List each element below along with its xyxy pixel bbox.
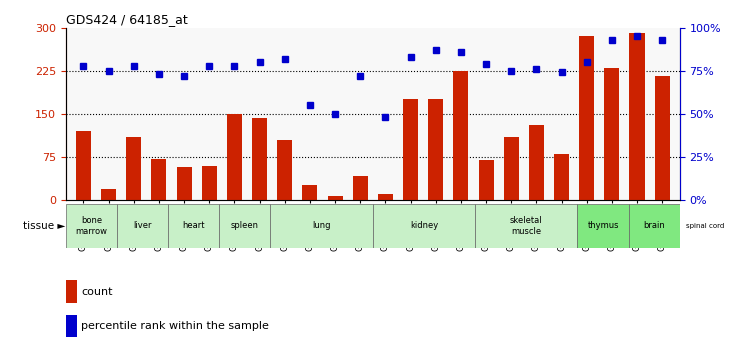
- Text: liver: liver: [133, 221, 152, 230]
- Bar: [577, 204, 629, 248]
- Bar: [176, 167, 192, 200]
- Bar: [66, 315, 77, 337]
- Bar: [504, 137, 519, 200]
- Bar: [101, 189, 116, 200]
- Bar: [479, 160, 493, 200]
- Bar: [352, 176, 368, 200]
- Bar: [327, 196, 343, 200]
- Bar: [579, 36, 594, 200]
- Bar: [378, 194, 393, 200]
- Bar: [680, 204, 731, 248]
- Bar: [554, 154, 569, 200]
- Bar: [151, 159, 167, 200]
- Bar: [227, 114, 242, 200]
- Bar: [252, 118, 267, 200]
- Bar: [605, 68, 619, 200]
- Bar: [202, 166, 217, 200]
- Bar: [277, 140, 292, 200]
- Text: thymus: thymus: [587, 221, 619, 230]
- Bar: [403, 99, 418, 200]
- Bar: [117, 204, 168, 248]
- Bar: [529, 125, 544, 200]
- Bar: [453, 71, 469, 200]
- Text: tissue ►: tissue ►: [23, 221, 66, 231]
- Bar: [270, 204, 373, 248]
- Bar: [126, 137, 141, 200]
- Text: percentile rank within the sample: percentile rank within the sample: [81, 321, 269, 331]
- Text: spinal cord: spinal cord: [686, 223, 724, 229]
- Bar: [428, 99, 443, 200]
- Bar: [655, 77, 670, 200]
- Text: bone
marrow: bone marrow: [75, 216, 107, 236]
- Bar: [629, 204, 680, 248]
- Text: brain: brain: [643, 221, 665, 230]
- Text: count: count: [81, 287, 113, 297]
- Text: lung: lung: [312, 221, 331, 230]
- Bar: [76, 131, 91, 200]
- Text: spleen: spleen: [231, 221, 259, 230]
- Bar: [475, 204, 577, 248]
- Bar: [629, 33, 645, 200]
- Text: GDS424 / 64185_at: GDS424 / 64185_at: [66, 13, 188, 27]
- Text: skeletal
muscle: skeletal muscle: [510, 216, 542, 236]
- Bar: [168, 204, 219, 248]
- Bar: [303, 185, 317, 200]
- Bar: [219, 204, 270, 248]
- Bar: [66, 204, 117, 248]
- Bar: [373, 204, 475, 248]
- Text: heart: heart: [183, 221, 205, 230]
- Text: kidney: kidney: [410, 221, 438, 230]
- Bar: [66, 280, 77, 303]
